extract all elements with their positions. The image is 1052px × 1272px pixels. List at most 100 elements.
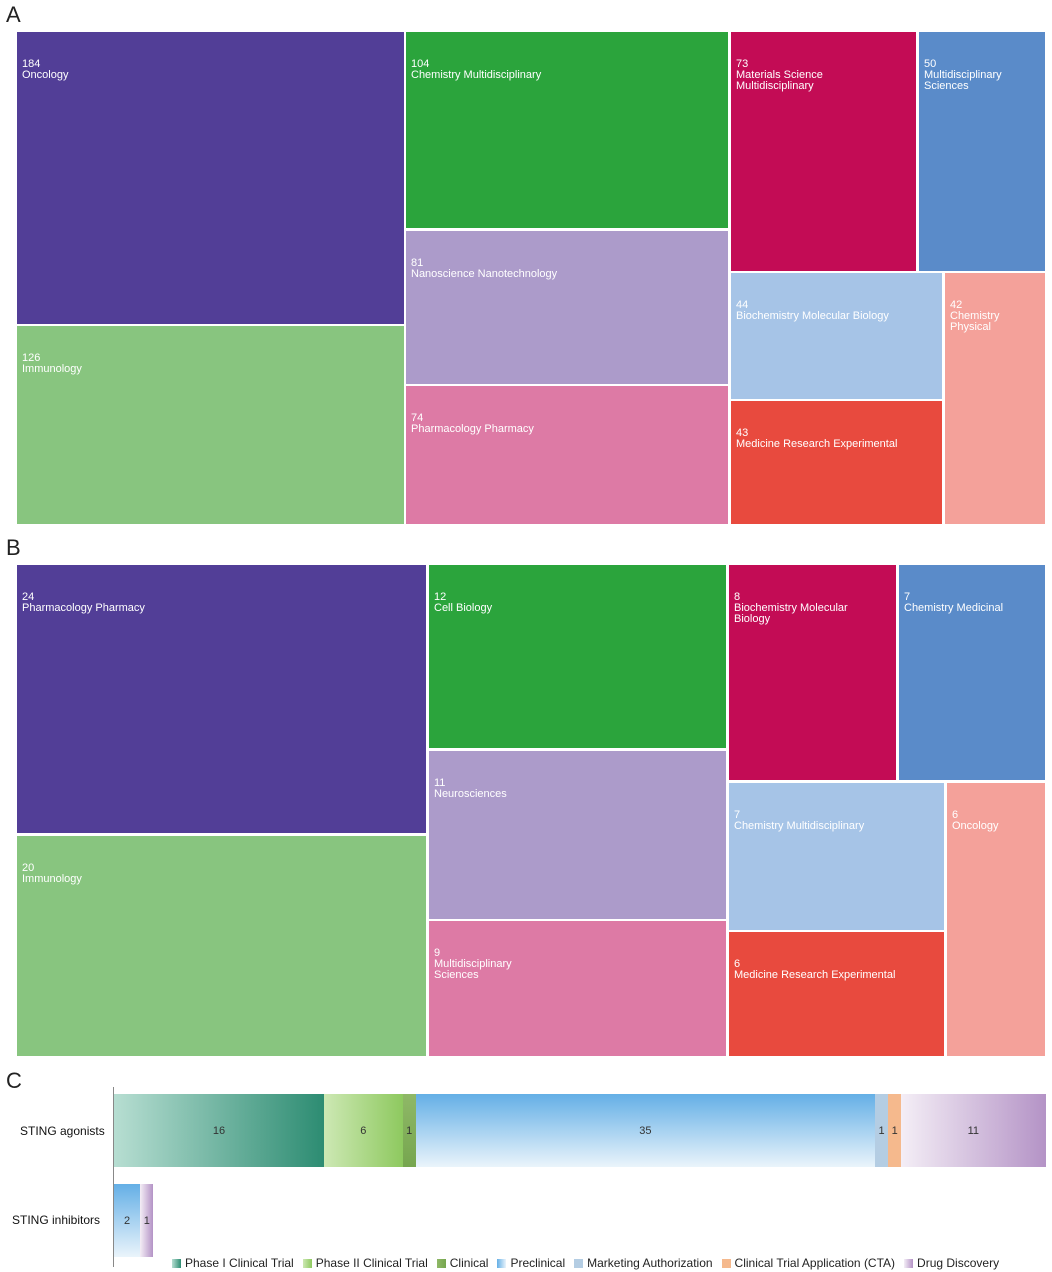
cell-count: 81 — [411, 257, 424, 269]
cell-label: Medicine Research Experimental — [736, 438, 898, 450]
legend: Phase I Clinical Trial Phase II Clinical … — [172, 1256, 999, 1270]
treemap-cell-immunology: 20 Immunology — [17, 836, 426, 1056]
legend-label: Clinical Trial Application (CTA) — [734, 1256, 896, 1270]
treemap-cell-chemistry-multidisciplinary: 7 Chemistry Multidisciplinary — [729, 783, 944, 930]
panel-letter-b: B — [6, 535, 21, 560]
cell-count: 104 — [411, 58, 430, 70]
treemap-cell-cell-biology: 12 Cell Biology — [429, 565, 726, 748]
treemap-cell-medicine-research-experimental: 43 Medicine Research Experimental — [731, 401, 942, 524]
legend-item: Preclinical — [497, 1256, 565, 1270]
cell-count: 44 — [736, 299, 749, 311]
cell-label: Cell Biology — [434, 602, 493, 614]
cell-count: 43 — [736, 427, 749, 439]
cell-count: 42 — [950, 299, 963, 311]
treemap-panel-b: 24 Pharmacology Pharmacy 20 Immunology 12 Cel… — [17, 565, 1045, 1056]
legend-swatch — [497, 1258, 507, 1268]
treemap-cell-immunology: 126 Immunology — [17, 326, 404, 524]
bar-segment-drug-discovery: 1 — [140, 1184, 154, 1257]
treemap-cell-oncology: 184 Oncology — [17, 32, 404, 324]
treemap-cell-biochemistry-molecular-biology: 44 Biochemistry Molecular Biology — [731, 273, 942, 399]
legend-swatch — [302, 1258, 312, 1268]
cell-count: 7 — [734, 809, 741, 821]
cell-count: 7 — [904, 591, 911, 603]
legend-swatch — [904, 1258, 914, 1268]
cell-count: 73 — [736, 58, 749, 70]
bar-segment-clinical-trial-application-cta-: 1 — [888, 1094, 902, 1167]
cell-label: Oncology — [22, 69, 69, 81]
treemap-cell-chemistry-medicinal: 7 Chemistry Medicinal — [899, 565, 1045, 780]
bar-segment-clinical: 1 — [402, 1094, 416, 1167]
cell-label: Chemistry Physical — [950, 310, 1000, 333]
cell-label: Immunology — [22, 873, 82, 885]
cell-label: Biochemistry Molecular Biology — [736, 310, 889, 322]
cell-count: 74 — [411, 412, 424, 424]
cell-count: 20 — [22, 862, 35, 874]
stacked-bar-panel-c: STING agonists STING inhibitors 16 6 1 35 1 1… — [0, 1080, 1052, 1272]
legend-item: Clinical — [436, 1256, 489, 1270]
cell-count: 184 — [22, 58, 41, 70]
cell-label: Nanoscience Nanotechnology — [411, 268, 558, 280]
legend-label: Phase I Clinical Trial — [185, 1256, 294, 1270]
cell-count: 9 — [434, 947, 441, 959]
legend-item: Phase II Clinical Trial — [302, 1256, 428, 1270]
treemap-cell-medicine-research-experimental: 6 Medicine Research Experimental — [729, 932, 944, 1056]
legend-swatch — [721, 1258, 731, 1268]
bar-segment-drug-discovery: 11 — [901, 1094, 1046, 1167]
legend-label: Clinical — [449, 1256, 489, 1270]
bar-segment-preclinical: 35 — [415, 1094, 875, 1167]
cell-label: Chemistry Multidisciplinary — [411, 69, 542, 81]
cell-label: Multidisciplinary Sciences — [434, 958, 512, 981]
treemap-cell-pharmacology-pharmacy: 74 Pharmacology Pharmacy — [406, 386, 728, 524]
cell-count: 6 — [734, 958, 741, 970]
treemap-cell-oncology: 6 Oncology — [947, 783, 1045, 1056]
legend-item: Drug Discovery — [904, 1256, 999, 1270]
cell-count: 6 — [952, 809, 959, 821]
panel-letter-c: C — [6, 1068, 22, 1093]
treemap-cell-multidisciplinary-sciences: 50 Multidisciplinary Sciences — [919, 32, 1045, 271]
cell-label: Multidisciplinary Sciences — [924, 69, 1002, 92]
row-label-sting-agonists: STING agonists — [20, 1124, 105, 1138]
legend-swatch — [574, 1258, 584, 1268]
legend-label: Phase II Clinical Trial — [315, 1256, 428, 1270]
row-label-sting-inhibitors: STING inhibitors — [12, 1213, 101, 1227]
panel-letter-a: A — [6, 2, 21, 27]
treemap-cell-chemistry-multidisciplinary: 104 Chemistry Multidisciplinary — [406, 32, 728, 228]
treemap-cell-pharmacology-pharmacy: 24 Pharmacology Pharmacy — [17, 565, 426, 833]
legend-swatch — [172, 1258, 181, 1268]
cell-label: Oncology — [952, 820, 999, 832]
bar-segment-phase-ii-clinical-trial: 6 — [323, 1094, 403, 1167]
cell-label: Pharmacology Pharmacy — [22, 602, 145, 614]
cell-label: Chemistry Medicinal — [904, 602, 1004, 614]
legend-label: Drug Discovery — [917, 1256, 1000, 1270]
bar-segment-marketing-authorization: 1 — [874, 1094, 889, 1167]
cell-label: Chemistry Multidisciplinary — [734, 820, 865, 832]
cell-label: Materials Science Multidisciplinary — [736, 69, 823, 92]
bar-segment-phase-i-clinical-trial: 16 — [114, 1094, 324, 1167]
cell-count: 8 — [734, 591, 741, 603]
cell-label: Neurosciences — [434, 788, 507, 800]
cell-count: 11 — [434, 777, 446, 789]
bar-segment-preclinical: 2 — [114, 1184, 141, 1257]
cell-label: Immunology — [22, 363, 82, 375]
cell-label: Biochemistry Molecular Biology — [734, 602, 848, 625]
legend-item: Marketing Authorization — [574, 1256, 713, 1270]
cell-count: 50 — [924, 58, 937, 70]
treemap-cell-materials-science-multidisciplinary: 73 Materials Science Multidisciplinary — [731, 32, 916, 271]
cell-count: 12 — [434, 591, 447, 603]
treemap-panel-a: 184 Oncology 126 Immunology 104 Chemistry Mul… — [0, 0, 1052, 530]
legend-item: Phase I Clinical Trial — [172, 1256, 294, 1270]
treemap-cell-neurosciences: 11 Neurosciences — [429, 751, 726, 919]
treemap-cell-biochemistry-molecular-biology: 8 Biochemistry Molecular Biology — [729, 565, 896, 780]
y-axis-line — [113, 1087, 114, 1267]
legend-item: Clinical Trial Application (CTA) — [721, 1256, 896, 1270]
cell-label: Medicine Research Experimental — [734, 969, 896, 981]
cell-count: 126 — [22, 352, 41, 364]
legend-label: Marketing Authorization — [587, 1256, 713, 1270]
cell-count: 24 — [22, 591, 35, 603]
legend-label: Preclinical — [510, 1256, 566, 1270]
treemap-cell-nanoscience-nanotechnology: 81 Nanoscience Nanotechnology — [406, 231, 728, 384]
legend-swatch — [436, 1258, 446, 1268]
treemap-cell-chemistry-physical: 42 Chemistry Physical — [945, 273, 1045, 524]
treemap-cell-multidisciplinary-sciences: 9 Multidisciplinary Sciences — [429, 921, 726, 1056]
cell-label: Pharmacology Pharmacy — [411, 423, 534, 435]
